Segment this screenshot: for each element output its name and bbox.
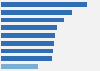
Bar: [1, 25, 57, 30]
Bar: [1, 64, 38, 69]
Bar: [1, 56, 52, 61]
Bar: [1, 10, 72, 15]
Bar: [1, 18, 64, 22]
Bar: [1, 2, 87, 7]
Bar: [1, 41, 54, 46]
Bar: [1, 33, 55, 38]
Bar: [1, 49, 53, 53]
